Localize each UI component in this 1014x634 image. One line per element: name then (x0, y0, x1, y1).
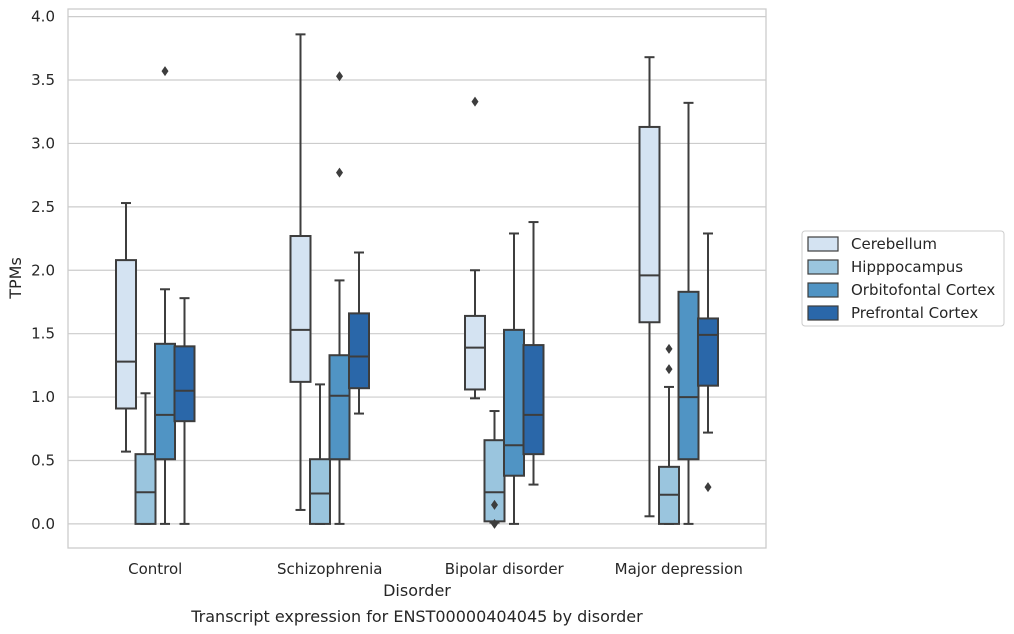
x-axis-label: Disorder (383, 581, 451, 600)
outlier-point (161, 66, 169, 77)
legend-swatch (807, 305, 839, 321)
iqr-box (677, 290, 700, 461)
plot-frame (67, 8, 767, 549)
x-tick-label: Major depression (615, 560, 743, 578)
y-tick-label: 2.5 (31, 198, 55, 216)
legend-label: Hipppocampus (851, 258, 963, 276)
y-axis-label: TPMs (6, 257, 25, 300)
y-tick-label: 1.5 (31, 325, 55, 343)
legend-swatch (807, 259, 839, 275)
outlier-point (471, 96, 479, 107)
box-hipppocampus (309, 383, 331, 525)
y-tick-label: 0.0 (31, 515, 55, 533)
x-tick-labels: Control Schizophrenia Bipolar disorder Majo… (128, 560, 743, 578)
legend-swatch (807, 282, 839, 298)
box-orbitofontal-cortex (677, 101, 700, 525)
iqr-box (134, 453, 157, 525)
y-tick-label: 4.0 (31, 8, 55, 26)
outlier-point (665, 364, 673, 375)
box-hipppocampus (658, 343, 680, 525)
outlier-point (336, 71, 343, 82)
box-cerebellum (638, 56, 661, 518)
iqr-box (309, 458, 331, 525)
box-prefrontal-cortex (348, 251, 370, 415)
box-orbitofontal-cortex (154, 66, 176, 525)
x-tick-label: Control (128, 560, 182, 578)
box-prefrontal-cortex (522, 221, 545, 486)
iqr-box (522, 344, 545, 456)
chart-caption: Transcript expression for ENST0000040404… (190, 607, 643, 626)
box-hipppocampus (483, 410, 506, 529)
iqr-box (328, 354, 351, 461)
iqr-box (289, 235, 312, 383)
y-tick-label: 3.5 (31, 71, 55, 89)
iqr-box (348, 312, 370, 390)
iqr-box (115, 259, 137, 410)
box-prefrontal-cortex (173, 297, 196, 525)
outlier-point (491, 499, 498, 510)
x-tick-label: Bipolar disorder (445, 560, 565, 578)
box-orbitofontal-cortex (328, 71, 351, 525)
legend-label: Prefrontal Cortex (851, 304, 978, 322)
outlier-point (336, 167, 343, 178)
outlier-point (665, 343, 673, 354)
legend-label: Cerebellum (851, 235, 937, 253)
y-tick-label: 0.5 (31, 451, 55, 469)
iqr-box (464, 314, 486, 391)
legend-swatch (807, 236, 839, 252)
iqr-box (173, 345, 196, 423)
y-tick-label: 2.0 (31, 261, 55, 279)
plot-area (115, 33, 719, 529)
box-cerebellum (289, 33, 312, 511)
y-tick-label: 3.0 (31, 134, 55, 152)
y-tick-label: 1.0 (31, 388, 55, 406)
legend-frame (801, 230, 1005, 327)
box-cerebellum (464, 96, 486, 400)
box-cerebellum (115, 202, 137, 453)
legend-label: Orbitofontal Cortex (851, 281, 995, 299)
box-prefrontal-cortex (697, 232, 719, 493)
iqr-box (154, 342, 176, 461)
box-orbitofontal-cortex (503, 232, 525, 525)
legend: Cerebellum Hipppocampus Orbitofontal Corte… (801, 230, 1005, 327)
outlier-point (704, 482, 712, 493)
iqr-box (638, 125, 661, 324)
box-hipppocampus (134, 392, 157, 525)
iqr-box (503, 328, 525, 477)
iqr-box (697, 317, 719, 387)
x-tick-label: Schizophrenia (277, 560, 382, 578)
y-tick-labels: 0.0 0.5 1.0 1.5 2.0 2.5 3.0 3.5 4.0 (31, 8, 55, 533)
outlier-point (491, 518, 498, 529)
